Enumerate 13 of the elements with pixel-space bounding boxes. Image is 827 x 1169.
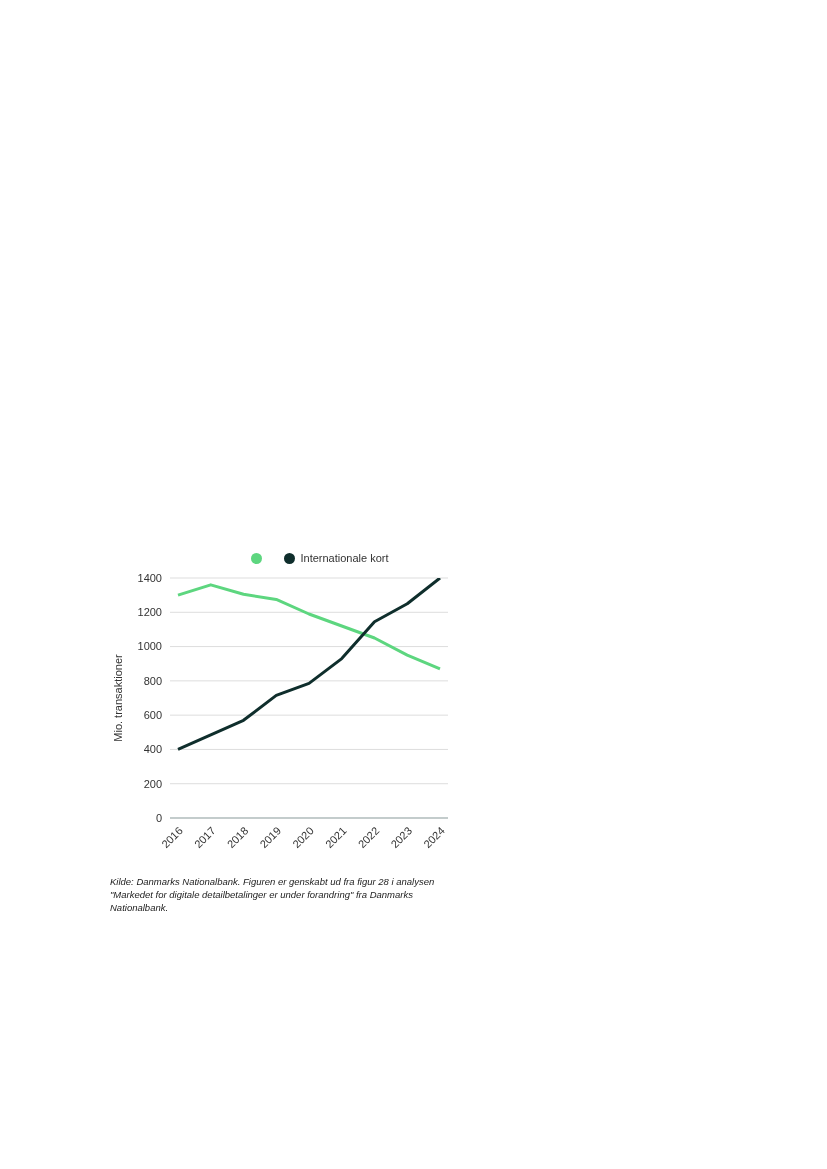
y-tick-label: 200 (143, 777, 162, 790)
y-tick-label: 600 (143, 709, 162, 722)
y-tick-label: 400 (143, 743, 162, 756)
legend-label: Internationale kort (300, 552, 389, 564)
y-tick-label: 1200 (137, 606, 162, 619)
y-tick-label: 800 (143, 674, 162, 687)
y-tick-label: 0 (155, 811, 162, 824)
y-tick-label: 1400 (137, 571, 162, 584)
y-tick-label: 1000 (137, 640, 162, 653)
line-series (176, 583, 442, 671)
y-axis-title: Mio. transaktioner (111, 653, 124, 742)
text: Kilde: Danmarks Nationalbank. Figuren er genskabt ud fra figur 28 i analysen "Markedet for digitale detailbetalinger er under forandring" fra Danmarks Nationalbank. (110, 876, 436, 915)
line-series (176, 578, 442, 751)
